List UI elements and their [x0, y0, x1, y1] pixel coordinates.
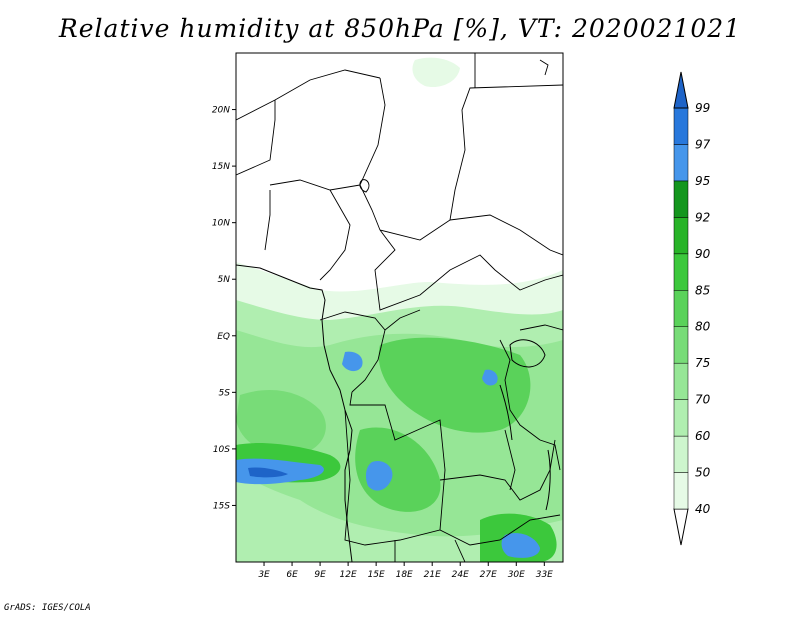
lake-chad: [359, 179, 370, 193]
x-tick-label: 18E: [396, 570, 413, 580]
border-line: [359, 77, 386, 231]
y-tick-label: 10N: [212, 219, 230, 229]
colorbar-label: 97: [695, 137, 711, 151]
y-tick-label: 5S: [219, 388, 231, 398]
colorbar-bin: [673, 362, 689, 400]
x-tick-label: 15E: [368, 570, 385, 580]
x-tick-label: 6E: [286, 570, 298, 580]
colorbar-label: 85: [695, 283, 710, 297]
border-line: [454, 539, 466, 562]
border-line: [539, 59, 549, 76]
humidity-area-99-west: [248, 467, 288, 478]
colorbar-bin: [673, 180, 689, 218]
border-line: [236, 100, 276, 176]
border-line: [236, 69, 381, 121]
lake-victoria: [509, 339, 546, 368]
y-tick-label: 10S: [213, 445, 230, 455]
humidity-area-40-north: [412, 57, 460, 88]
colorbar-bin: [673, 399, 689, 437]
footer-credit: GrADS: IGES/COLA: [4, 603, 91, 613]
border-line: [374, 229, 563, 311]
colorbar-label: 99: [695, 101, 710, 115]
humidity-area-80: [236, 390, 326, 455]
colorbar-label: 80: [695, 320, 711, 334]
humidity-area-97-angola: [365, 460, 393, 491]
colorbar-bin: [673, 472, 689, 510]
y-tick-label: 15N: [212, 162, 230, 172]
colorbar-label: 95: [695, 174, 710, 188]
x-tick-label: 21E: [424, 570, 441, 580]
colorbar-bin: [673, 144, 689, 182]
humidity-area-85-basin: [378, 337, 531, 433]
x-tick-label: 24E: [452, 570, 469, 580]
humidity-area-97-basin: [342, 351, 363, 372]
colorbar-label: 40: [695, 502, 711, 516]
colorbar-bin: [673, 217, 689, 255]
colorbar-bin: [673, 435, 689, 473]
border-line: [379, 84, 563, 241]
x-tick-label: 27E: [480, 570, 497, 580]
colorbar: 40 50 60 70 75 80 85 90 92 95 97 99: [673, 71, 711, 546]
humidity-area-97-south: [501, 533, 540, 558]
lake-malawi: [545, 449, 551, 511]
border-line: [504, 429, 516, 491]
humidity-area-85-angola: [355, 427, 441, 512]
border-line: [449, 214, 563, 256]
colorbar-label: 50: [695, 466, 711, 480]
border-line: [519, 324, 563, 331]
y-tick-label: 15S: [213, 501, 230, 511]
colorbar-bin: [673, 290, 689, 327]
border-line: [269, 179, 361, 191]
border-line: [499, 339, 541, 441]
y-tick-label: EQ: [217, 332, 230, 342]
lake-tanganyika: [499, 384, 513, 441]
x-tick-label: 33E: [536, 570, 553, 580]
map-frame: [235, 52, 564, 563]
colorbar-bin: [673, 253, 689, 291]
border-line: [384, 309, 421, 331]
y-axis: 20N 15N 10N 5N EQ 5S 10S 15S: [212, 106, 236, 511]
x-axis: 3E 6E 9E 12E 15E 18E 21E 24E 27E 30E 33E: [258, 562, 553, 580]
colorbar-label: 70: [695, 393, 711, 407]
x-tick-label: 30E: [508, 570, 525, 580]
y-tick-label: 5N: [218, 275, 231, 285]
colorbar-bin: [673, 107, 689, 145]
border-line: [349, 391, 446, 531]
colorbar-label: 90: [695, 247, 711, 261]
x-tick-label: 3E: [258, 570, 270, 580]
x-tick-label: 12E: [340, 570, 357, 580]
colorbar-bin: [673, 71, 689, 109]
y-tick-label: 20N: [212, 106, 230, 116]
coastline: [236, 179, 551, 562]
border-line: [264, 190, 271, 251]
colorbar-label: 92: [695, 210, 710, 224]
colorbar-bin: [673, 326, 689, 364]
border-line: [319, 189, 351, 281]
colorbar-label: 75: [695, 356, 710, 370]
coastline-west: [236, 264, 353, 562]
border-line: [539, 439, 561, 471]
colorbar-label: 60: [695, 429, 711, 443]
x-tick-label: 9E: [314, 570, 326, 580]
colorbar-bin: [673, 508, 689, 546]
border-line: [344, 409, 561, 546]
humidity-area-97-east: [482, 369, 498, 386]
chart-title: Relative humidity at 850hPa [%], VT: 202…: [58, 14, 742, 43]
humidity-field: [236, 57, 563, 562]
